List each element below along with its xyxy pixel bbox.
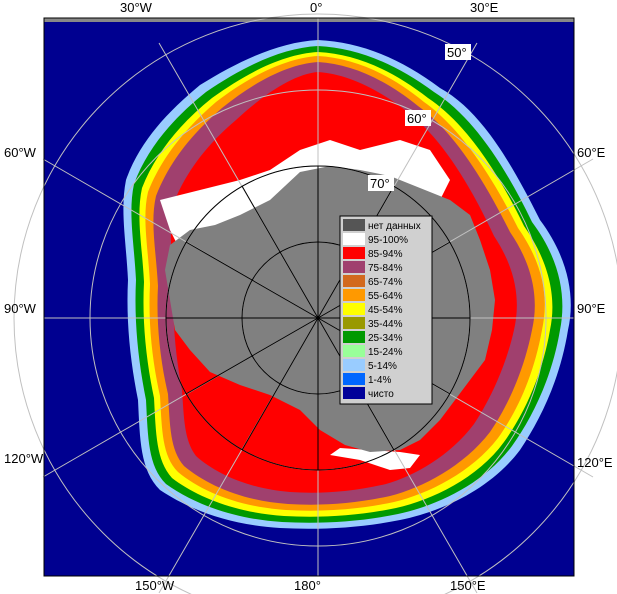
label-60w-left: 60°W — [4, 145, 37, 160]
legend-label: 85-94% — [368, 249, 403, 260]
legend-label: 75-84% — [368, 263, 403, 274]
latitude-labels: 50° 60° 70° — [368, 44, 471, 191]
legend-swatch — [343, 261, 365, 273]
legend-swatch — [343, 373, 365, 385]
legend-swatch-nodata — [343, 219, 365, 231]
label-150w-bottom: 150°W — [135, 578, 175, 593]
legend-swatch — [343, 275, 365, 287]
legend-swatch — [343, 345, 365, 357]
legend-label: 65-74% — [368, 277, 403, 288]
legend-swatch — [343, 359, 365, 371]
label-lat-50: 50° — [447, 45, 467, 60]
legend-label: 55-64% — [368, 291, 403, 302]
label-150e-bottom: 150°E — [450, 578, 486, 593]
label-lat-60: 60° — [407, 111, 427, 126]
legend-swatch — [343, 303, 365, 315]
legend-label-nodata: нет данных — [368, 221, 421, 232]
legend-label: 15-24% — [368, 347, 403, 358]
legend-swatch — [343, 387, 365, 399]
legend-swatch — [343, 247, 365, 259]
label-30w-top: 30°W — [120, 0, 153, 15]
legend-label: 35-44% — [368, 319, 403, 330]
legend-swatch — [343, 331, 365, 343]
label-90w-left: 90°W — [4, 301, 37, 316]
label-120e-right: 120°E — [577, 455, 613, 470]
label-60e-right: 60°E — [577, 145, 606, 160]
label-120w-left: 120°W — [4, 451, 44, 466]
legend-swatch — [343, 289, 365, 301]
longitude-labels: 30°W 0° 30°E 150°W 180° 150°E 60°W 90°W … — [4, 0, 613, 593]
map-border — [43, 17, 575, 577]
legend: нет данных 95-100% 85-94% 75-84% 65-74% 55-6… — [339, 215, 433, 405]
legend-label: 45-54% — [368, 305, 403, 316]
legend-label: 5-14% — [368, 361, 397, 372]
label-180-bottom: 180° — [294, 578, 321, 593]
label-0-top: 0° — [310, 0, 322, 15]
legend-swatch — [343, 233, 365, 245]
label-lat-70: 70° — [370, 176, 390, 191]
legend-label: 1-4% — [368, 375, 391, 386]
legend-label: чисто — [368, 389, 394, 400]
legend-label: 95-100% — [368, 235, 408, 246]
legend-swatch — [343, 317, 365, 329]
label-30e-top: 30°E — [470, 0, 499, 15]
legend-label: 25-34% — [368, 333, 403, 344]
label-90e-right: 90°E — [577, 301, 606, 316]
